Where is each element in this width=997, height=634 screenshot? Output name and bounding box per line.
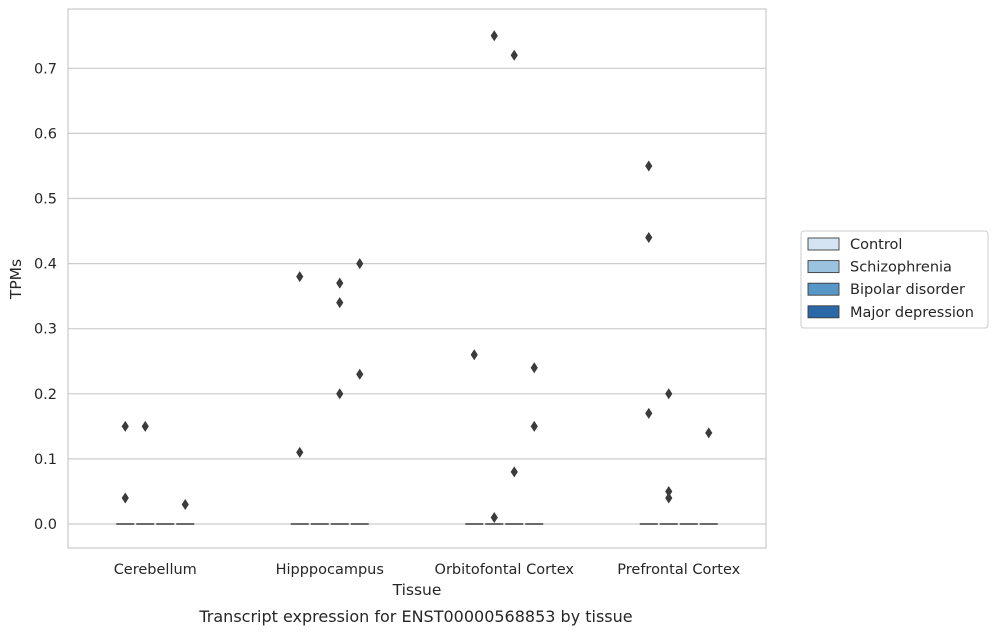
y-tick-label: 0.2 [34, 387, 57, 403]
outlier-point [645, 232, 653, 244]
outlier-point [181, 498, 189, 510]
legend-frame [800, 230, 989, 329]
x-tick-label: Orbitofontal Cortex [435, 562, 575, 578]
y-axis-label: TPMs [7, 259, 25, 300]
plot-frame [67, 8, 767, 549]
outlier-point [665, 492, 673, 504]
y-tick-label: 0.1 [34, 452, 57, 468]
legend: Control Schizophrenia Bipolar disorder Majo… [800, 230, 989, 329]
outlier-point [356, 258, 364, 270]
outlier-point [510, 49, 518, 61]
outlier-point [705, 427, 713, 439]
outlier-point [665, 388, 673, 400]
chart-caption: Transcript expression for ENST0000056885… [198, 607, 632, 626]
outlier-point [530, 420, 538, 432]
outlier-point [490, 30, 498, 42]
outlier-point [530, 362, 538, 374]
y-tick-label: 0.0 [34, 517, 57, 533]
outlier-point [296, 446, 304, 458]
y-tick-label: 0.3 [34, 322, 57, 338]
legend-label: Control [850, 237, 902, 253]
legend-swatch [807, 282, 840, 296]
outlier-point [336, 297, 344, 309]
x-tick-label: Hipppocampus [276, 562, 384, 578]
grid [68, 67, 766, 525]
y-tick-label: 0.7 [34, 61, 57, 77]
legend-swatch [807, 260, 840, 274]
outlier-point [141, 420, 149, 432]
outlier-point [645, 160, 653, 172]
legend-label: Schizophrenia [850, 260, 952, 276]
x-tick-label: Cerebellum [114, 562, 197, 578]
outlier-point [645, 407, 653, 419]
legend-label: Major depression [850, 305, 974, 321]
outlier-point [121, 492, 129, 504]
outlier-point [356, 368, 364, 380]
outlier-point [665, 485, 673, 497]
legend-swatch [807, 237, 840, 251]
outlier-layer [121, 30, 713, 523]
outlier-point [510, 466, 518, 478]
outlier-point [336, 388, 344, 400]
y-tick-label: 0.4 [34, 257, 57, 273]
y-ticks: 0.0 0.1 0.2 0.3 0.4 0.5 0.6 0.7 [34, 61, 57, 533]
x-ticks: Cerebellum Hipppocampus Orbitofontal Corte… [114, 562, 741, 578]
x-tick-label: Prefrontal Cortex [617, 562, 740, 578]
outlier-point [121, 420, 129, 432]
outlier-point [336, 277, 344, 289]
outlier-point [296, 271, 304, 283]
legend-label: Bipolar disorder [850, 282, 965, 298]
y-tick-label: 0.5 [34, 192, 57, 208]
outlier-point [470, 349, 478, 361]
outlier-point [490, 511, 498, 523]
legend-swatch [807, 305, 840, 319]
y-tick-label: 0.6 [34, 126, 57, 142]
x-axis-label: Tissue [392, 581, 442, 599]
